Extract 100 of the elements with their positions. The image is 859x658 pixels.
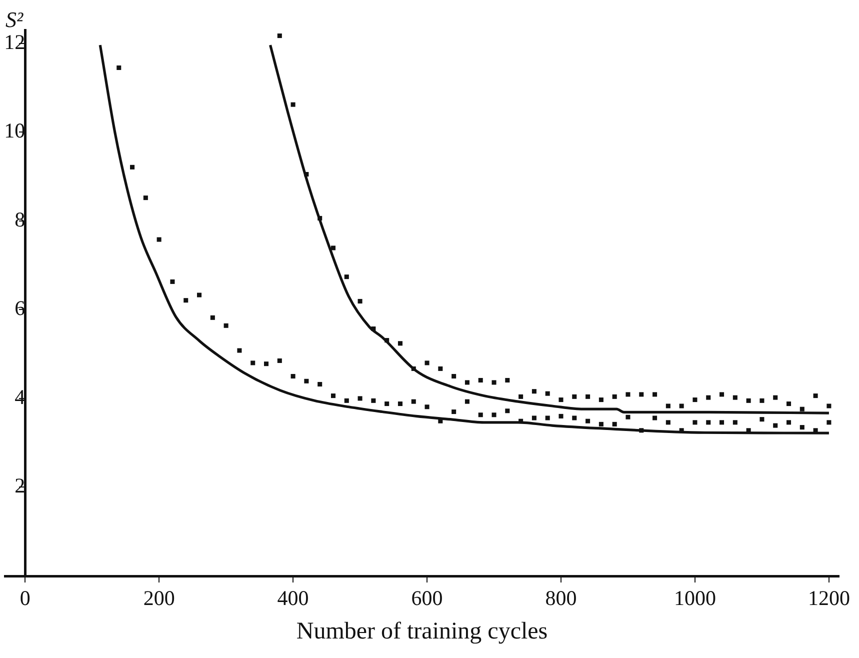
- point: [277, 358, 282, 363]
- point: [639, 428, 644, 433]
- point: [706, 420, 711, 425]
- point: [612, 394, 617, 399]
- point: [184, 298, 188, 303]
- point: [318, 382, 322, 386]
- point: [679, 404, 684, 408]
- point: [384, 402, 390, 406]
- point: [344, 274, 349, 280]
- point: [290, 374, 296, 379]
- point: [732, 395, 738, 400]
- point: [237, 348, 242, 353]
- point: [398, 341, 402, 346]
- point: [358, 298, 362, 304]
- point: [826, 420, 832, 425]
- point: [464, 399, 470, 404]
- point: [720, 420, 724, 425]
- point: [492, 412, 496, 418]
- point: [318, 216, 322, 220]
- point: [532, 389, 536, 394]
- point: [304, 172, 309, 177]
- point: [505, 408, 510, 414]
- x-tick-label: 1000: [674, 586, 716, 610]
- point: [424, 360, 430, 366]
- point: [424, 404, 430, 410]
- point: [626, 392, 630, 397]
- point: [518, 394, 524, 399]
- point: [304, 378, 309, 384]
- point: [330, 394, 336, 398]
- point: [720, 392, 724, 397]
- point: [411, 366, 416, 371]
- y-tick-label: 8: [14, 207, 26, 232]
- point: [277, 34, 282, 38]
- point: [130, 164, 135, 170]
- point: [344, 398, 349, 403]
- point: [760, 417, 764, 422]
- line-series: [98, 44, 830, 434]
- point: [773, 423, 778, 428]
- point: [452, 374, 456, 379]
- point: [760, 398, 764, 403]
- point: [558, 414, 564, 418]
- point: [505, 378, 510, 382]
- point: [330, 246, 336, 250]
- point: [666, 404, 670, 408]
- point: [156, 237, 162, 242]
- y-axis-title: S²: [5, 6, 24, 32]
- point: [197, 292, 202, 298]
- point: [692, 398, 698, 402]
- y-tick-label: 10: [4, 118, 26, 143]
- point: [290, 102, 296, 107]
- point: [826, 404, 832, 408]
- point: [746, 398, 751, 403]
- x-tick-label: 1200: [808, 586, 850, 610]
- point: [398, 402, 402, 406]
- point: [452, 409, 456, 414]
- x-tick-label: 400: [277, 586, 309, 610]
- point: [652, 392, 658, 397]
- point: [264, 362, 269, 366]
- y-tick-label: 2: [14, 474, 26, 498]
- y-tick-label: 12: [4, 30, 26, 54]
- point: [706, 395, 711, 400]
- point: [800, 406, 804, 412]
- point: [358, 396, 362, 401]
- x-tick-label: 0: [20, 586, 30, 610]
- point: [532, 416, 536, 420]
- x-tick-label: 200: [143, 586, 175, 610]
- point: [572, 416, 577, 420]
- point: [612, 422, 617, 426]
- x-tick-label: 600: [411, 586, 443, 610]
- point: [652, 416, 658, 420]
- point: [692, 420, 698, 425]
- point: [411, 399, 416, 404]
- point: [545, 391, 550, 396]
- point: [170, 279, 175, 284]
- point: [478, 412, 483, 418]
- point: [250, 360, 256, 366]
- point: [639, 392, 644, 397]
- point: [545, 416, 550, 420]
- point: [384, 338, 390, 343]
- point: [813, 394, 818, 398]
- point: [572, 394, 577, 399]
- x-tick-label: 800: [545, 586, 577, 610]
- point: [586, 394, 590, 399]
- x-axis-title: Number of training cycles: [296, 618, 548, 644]
- point: [800, 425, 804, 430]
- point: [116, 65, 122, 70]
- point: [773, 395, 778, 400]
- point: [626, 414, 630, 420]
- point: [598, 422, 604, 426]
- point: [371, 398, 376, 403]
- point: [586, 418, 590, 424]
- point: [558, 398, 564, 402]
- point: [224, 323, 228, 328]
- point: [210, 315, 215, 320]
- point: [786, 402, 792, 406]
- point: [143, 196, 148, 200]
- point: [732, 420, 738, 425]
- point: [492, 380, 496, 385]
- point: [666, 420, 670, 425]
- point: [786, 420, 792, 425]
